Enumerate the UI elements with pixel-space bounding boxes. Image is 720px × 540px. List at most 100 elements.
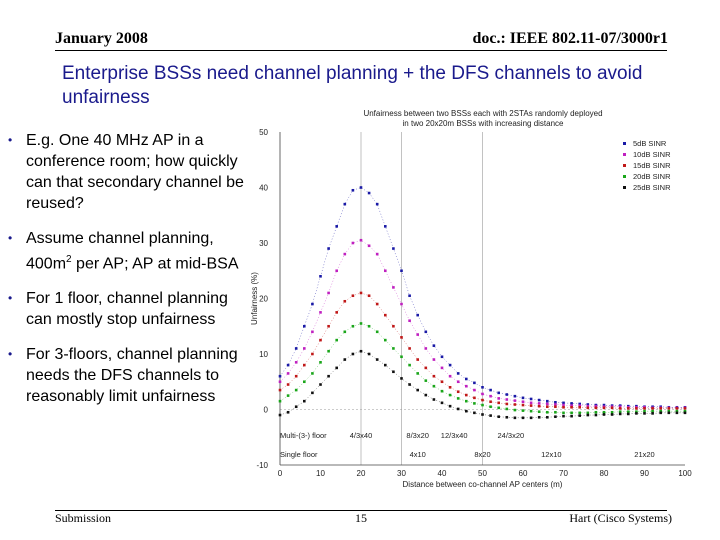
data-point xyxy=(400,269,403,273)
data-point xyxy=(667,407,671,410)
data-point xyxy=(513,408,517,412)
bullet-superscript: 2 xyxy=(66,254,72,265)
data-point xyxy=(481,392,484,396)
data-point xyxy=(651,409,654,413)
data-point xyxy=(327,324,330,328)
data-point xyxy=(424,366,428,370)
data-point xyxy=(651,407,654,410)
data-point xyxy=(513,394,517,398)
data-point xyxy=(546,405,549,409)
data-point xyxy=(473,411,476,415)
data-point xyxy=(319,311,322,314)
data-point xyxy=(375,252,379,256)
data-point xyxy=(635,412,638,415)
y-tick-label: 30 xyxy=(259,239,268,248)
data-point xyxy=(351,294,355,298)
data-point xyxy=(497,406,500,410)
data-point xyxy=(440,380,444,384)
data-point xyxy=(294,347,298,350)
data-point xyxy=(675,409,679,413)
data-point xyxy=(456,380,460,384)
data-point xyxy=(327,291,330,295)
data-point xyxy=(294,374,298,378)
data-point xyxy=(659,407,662,410)
data-point xyxy=(335,225,338,228)
data-point xyxy=(408,347,411,350)
data-point xyxy=(294,405,298,409)
data-point xyxy=(311,352,314,356)
bullet-item: • For 3-floors, channel planning needs t… xyxy=(8,344,248,407)
data-point xyxy=(675,407,679,410)
data-point xyxy=(465,399,468,403)
data-point xyxy=(513,403,517,406)
bullet-icon: • xyxy=(8,291,13,306)
data-point xyxy=(618,407,622,410)
data-point xyxy=(416,313,419,317)
data-point xyxy=(570,404,573,407)
data-point xyxy=(562,403,565,407)
data-point xyxy=(351,188,355,192)
data-point xyxy=(392,247,395,250)
data-point xyxy=(473,402,476,405)
data-point xyxy=(659,409,662,413)
y-tick-label: 50 xyxy=(259,128,268,137)
x-tick-label: 10 xyxy=(316,469,325,478)
data-point xyxy=(448,393,452,397)
data-point xyxy=(294,388,298,392)
data-point xyxy=(286,363,290,367)
data-point xyxy=(367,352,371,356)
data-point xyxy=(570,414,573,418)
data-point xyxy=(683,409,687,413)
bullet-icon: • xyxy=(8,347,13,362)
data-point xyxy=(384,338,387,342)
data-point xyxy=(521,416,525,420)
data-point xyxy=(278,374,282,378)
data-point xyxy=(562,411,565,415)
data-point xyxy=(497,391,500,395)
bullet-text-before: Assume channel planning, 400m xyxy=(26,230,214,273)
data-point xyxy=(359,186,363,189)
data-point xyxy=(375,358,379,361)
chart-title: Unfairness between two BSSs each with 2S… xyxy=(363,109,602,118)
data-point xyxy=(627,412,630,416)
data-point xyxy=(311,391,314,395)
data-point xyxy=(392,286,395,289)
data-point xyxy=(400,302,403,306)
x-tick-label: 100 xyxy=(678,469,692,478)
data-point xyxy=(602,406,606,410)
data-point xyxy=(416,358,419,361)
bullet-list: • E.g. One 40 MHz AP in a conference roo… xyxy=(8,130,248,421)
data-point xyxy=(440,389,444,393)
data-point xyxy=(319,275,322,278)
data-point xyxy=(343,299,347,303)
data-point xyxy=(424,330,428,334)
y-tick-label: 10 xyxy=(259,350,268,359)
data-point xyxy=(448,404,452,408)
data-point xyxy=(473,396,476,400)
data-point xyxy=(448,386,452,389)
data-point xyxy=(343,252,347,256)
data-point xyxy=(456,372,460,375)
data-point xyxy=(286,372,290,375)
data-point xyxy=(505,415,509,419)
data-point xyxy=(594,404,598,408)
data-point xyxy=(602,410,606,414)
data-point xyxy=(408,383,411,386)
data-point xyxy=(529,409,533,413)
data-point xyxy=(359,322,363,325)
data-point xyxy=(424,347,428,350)
legend-marker xyxy=(623,142,626,145)
data-point xyxy=(667,409,671,413)
annotation-single-floor-item: 21x20 xyxy=(634,450,654,459)
data-point xyxy=(554,405,557,409)
data-point xyxy=(408,363,411,367)
bullet-item: • Assume channel planning, 400m2 per AP;… xyxy=(8,228,248,274)
annotation-multi-floor-label: Multi-(3-) floor xyxy=(280,431,327,440)
data-point xyxy=(578,414,581,417)
data-point xyxy=(594,410,598,414)
data-point xyxy=(683,411,687,415)
annotation-single-floor-item: 12x10 xyxy=(541,450,561,459)
data-point xyxy=(554,410,557,414)
data-point xyxy=(546,402,549,406)
y-tick-label: 0 xyxy=(264,406,269,415)
